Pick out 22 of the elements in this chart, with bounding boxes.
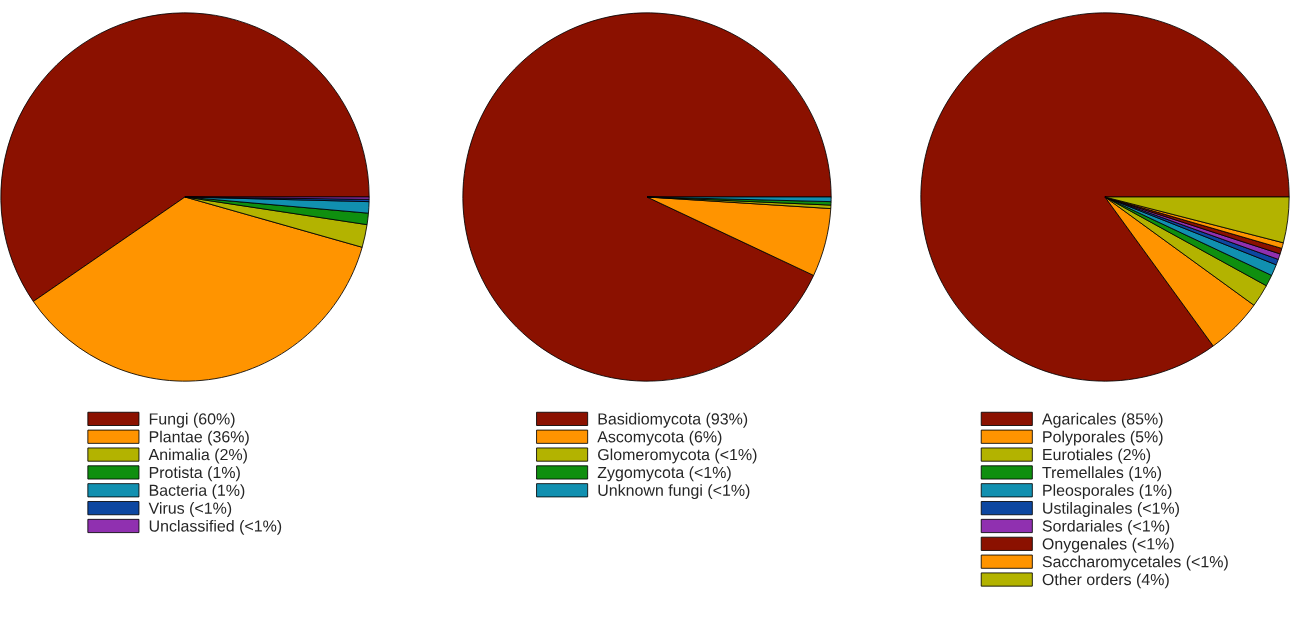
legend-label: Saccharomycetales (<1%) [1042, 555, 1228, 571]
legend-label: Basidiomycota (93%) [598, 412, 748, 428]
legend-label: Ascomycota (6%) [597, 430, 722, 446]
legend-label: Pleosporales (1%) [1043, 484, 1172, 500]
legend-label: Unknown fungi (<1%) [598, 484, 750, 500]
legend-label: Eurotiales (2%) [1043, 448, 1151, 464]
legend-label: Sordariales (<1%) [1042, 519, 1170, 535]
legend-label: Other orders (4%) [1042, 573, 1169, 589]
legend-label: Fungi (60%) [149, 412, 235, 428]
legend-label: Zygomycota (<1%) [597, 466, 731, 482]
legend-label: Agaricales (85%) [1041, 412, 1163, 428]
legend-label: Animalia (2%) [148, 448, 247, 464]
legend-label: Plantae (36%) [149, 430, 249, 446]
legend-label: Onygenales (<1%) [1042, 537, 1174, 553]
legend-label: Virus (<1%) [148, 502, 232, 517]
legend-label: Ustilaginales (<1%) [1043, 502, 1179, 517]
legend-label: Glomeromycota (<1%) [598, 448, 757, 464]
legend-label: Polyporales (5%) [1043, 430, 1163, 446]
legend-label: Bacteria (1%) [149, 484, 245, 500]
legend-label: Tremellales (1%) [1042, 466, 1162, 482]
legend-label: Protista (1%) [149, 466, 240, 482]
legend-label: Unclassified (<1%) [149, 519, 282, 535]
